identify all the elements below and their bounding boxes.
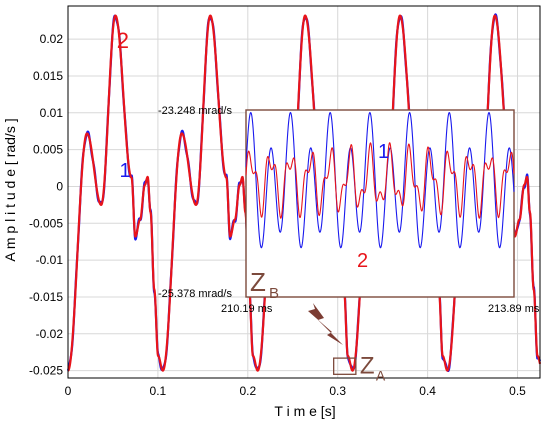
y-tick-label: 0.02 (40, 32, 64, 46)
zoom-b-label: Z (250, 267, 266, 297)
y-tick-label: -0.005 (29, 216, 63, 230)
inset-series-line-1 (245, 111, 515, 249)
inset-x-left-label: 210.19 ms (221, 303, 273, 315)
y-tick-label: 0.015 (33, 69, 63, 83)
inset-series-label-2: 2 (357, 250, 368, 272)
y-tick-label: -0.025 (29, 364, 63, 378)
inset-x-right-label: 213.89 ms (488, 303, 540, 315)
series-label-2: 2 (117, 28, 129, 53)
plot-border (67, 5, 541, 379)
x-tick-label: 0 (65, 384, 72, 398)
inset-frame (245, 109, 515, 298)
y-tick-label: 0 (56, 179, 63, 193)
x-axis-label: T i m e [s] (274, 403, 335, 419)
lightning-arrow-icon (308, 303, 343, 345)
inset-zoom-b: -23.248 mrad/s -25.378 mrad/s 210.19 ms 213… (158, 105, 540, 315)
inset-y-top-label: -23.248 mrad/s (158, 105, 232, 117)
x-tick-label: 0.1 (150, 384, 167, 398)
zoom-a-subscript: A (376, 367, 386, 383)
tick-labels: 0 0.1 0.2 0.3 0.4 0.5 0.02 0.015 0.01 0.005 0 -0.00… (29, 32, 526, 398)
x-tick-label: 0.4 (419, 384, 436, 398)
series-label-1: 1 (120, 160, 131, 182)
inset-series-label-1: 1 (378, 141, 389, 163)
zoom-b-subscript: B (269, 285, 279, 302)
inset-y-bottom-label: -25.378 mrad/s (158, 288, 232, 300)
x-tick-label: 0.3 (329, 384, 346, 398)
inset-series-line-2 (245, 142, 515, 220)
y-tick-label: -0.015 (29, 290, 63, 304)
zoom-a-label: Z (360, 352, 375, 379)
y-tick-label: 0.005 (33, 143, 63, 157)
x-tick-label: 0.5 (509, 384, 526, 398)
y-axis-label: A m p l i t u d e [ rad/s ] (2, 118, 18, 261)
y-tick-label: 0.01 (40, 106, 64, 120)
y-tick-label: -0.01 (36, 253, 64, 267)
zoom-a-box (333, 357, 357, 375)
y-tick-label: -0.02 (36, 327, 64, 341)
plot-frame (67, 5, 541, 379)
series-labels: 21 (117, 28, 131, 182)
x-tick-label: 0.2 (239, 384, 256, 398)
